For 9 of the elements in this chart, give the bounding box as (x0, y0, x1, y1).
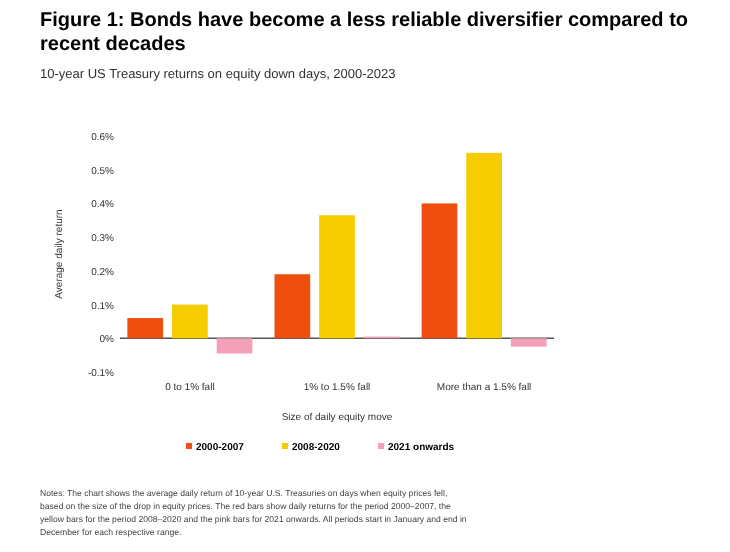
bar (510, 338, 547, 347)
bar (274, 274, 311, 339)
bar (216, 338, 253, 354)
bar (466, 152, 502, 339)
bar (421, 203, 458, 339)
bar (127, 318, 164, 339)
chart-title: Figure 1: Bonds have become a less reliable diversifier compared to recent decades (40, 10, 689, 56)
bar (319, 215, 355, 339)
bar (172, 304, 208, 339)
